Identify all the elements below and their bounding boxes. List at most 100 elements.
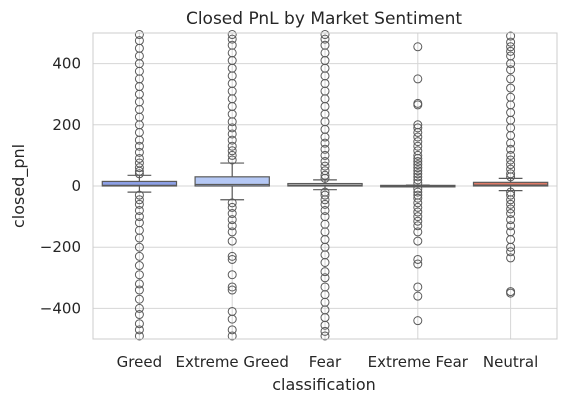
outlier-point	[413, 178, 423, 188]
chart-title: Closed PnL by Market Sentiment	[186, 9, 462, 29]
outlier-point	[227, 123, 237, 133]
outlier-point	[227, 282, 237, 292]
outlier-point	[320, 205, 330, 215]
outlier-point	[227, 227, 237, 237]
x-axis-label: classification	[272, 375, 376, 394]
outlier-point	[134, 153, 144, 163]
x-tick-label: Fear	[309, 353, 342, 371]
outlier-point	[506, 253, 516, 263]
y-tick-label: 0	[71, 177, 81, 195]
outlier-point	[413, 236, 423, 246]
outlier-point	[134, 195, 144, 205]
outlier-point	[227, 202, 237, 212]
outlier-point	[413, 316, 423, 326]
outlier-point	[227, 209, 237, 219]
outlier-point	[506, 46, 516, 56]
outlier-point	[506, 83, 516, 93]
outlier-point	[506, 42, 516, 52]
outlier-point	[413, 42, 423, 52]
x-tick-label: Greed	[117, 353, 162, 371]
outlier-point	[227, 141, 237, 151]
box-group	[472, 31, 549, 298]
outlier-point	[413, 207, 423, 217]
outlier-point	[227, 155, 237, 165]
outlier-point	[134, 325, 144, 335]
outlier-point	[320, 199, 330, 209]
outlier-point	[134, 285, 144, 295]
outlier-point	[413, 254, 423, 264]
outlier-point	[320, 40, 330, 50]
x-tick-label: Extreme Fear	[368, 353, 469, 371]
outlier-point	[413, 282, 423, 292]
outlier-point	[227, 198, 237, 208]
outlier-point	[227, 34, 237, 44]
outlier-point	[413, 132, 423, 142]
outlier-point	[227, 270, 237, 280]
outlier-point	[413, 198, 423, 208]
outlier-point	[227, 135, 237, 145]
outlier-point	[413, 127, 423, 137]
outlier-point	[506, 144, 516, 154]
outlier-point	[413, 166, 423, 176]
outlier-point	[227, 314, 237, 324]
outlier-point	[413, 184, 423, 194]
box-group	[287, 30, 363, 341]
outlier-point	[413, 123, 423, 133]
outlier-point	[134, 242, 144, 252]
y-axis-label: closed_pnl	[9, 144, 29, 228]
outlier-point	[134, 205, 144, 215]
outlier-point	[134, 261, 144, 271]
outlier-point	[134, 319, 144, 329]
outlier-point	[413, 153, 423, 163]
outlier-point	[506, 92, 516, 102]
plot-frame	[92, 32, 558, 340]
outlier-point	[506, 160, 516, 170]
outlier-point	[134, 169, 144, 179]
outlier-point	[506, 37, 516, 47]
outlier-point	[134, 30, 144, 40]
x-tick-label: Extreme Greed	[176, 353, 289, 371]
outlier-point	[320, 30, 330, 40]
outlier-point	[506, 242, 516, 252]
outlier-point	[413, 74, 423, 84]
outlier-point	[227, 150, 237, 160]
outlier-point	[320, 144, 330, 154]
outlier-point	[413, 100, 423, 110]
outlier-point	[320, 195, 330, 205]
outlier-point	[506, 195, 516, 205]
outlier-point	[506, 51, 516, 61]
outlier-point	[506, 288, 516, 298]
outlier-point	[413, 221, 423, 231]
outlier-point	[506, 155, 516, 165]
outlier-point	[320, 326, 330, 336]
outlier-point	[134, 294, 144, 304]
outlier-point	[506, 215, 516, 225]
outlier-point	[320, 157, 330, 167]
outlier-point	[413, 172, 423, 182]
outlier-point	[320, 267, 330, 277]
outlier-point	[227, 146, 237, 156]
outlier-point	[320, 258, 330, 267]
outlier-point	[320, 138, 330, 148]
outlier-point	[227, 325, 237, 335]
outlier-point	[506, 65, 516, 75]
outlier-point	[506, 209, 516, 219]
x-tick-label: Neutral	[483, 353, 538, 371]
outlier-point	[134, 147, 144, 157]
outlier-point	[413, 193, 423, 203]
outlier-point	[413, 169, 423, 179]
outlier-point	[227, 251, 237, 261]
outlier-point	[413, 150, 423, 160]
x-tick-labels: Greed Extreme Greed Fear Extreme Fear Neutra…	[117, 353, 539, 371]
outlier-point	[320, 166, 330, 176]
outlier-point	[320, 190, 330, 200]
y-tick-label: 200	[52, 116, 81, 134]
outlier-point	[320, 331, 330, 341]
box-group	[101, 30, 178, 341]
outlier-point	[134, 233, 144, 243]
outlier-point	[506, 169, 516, 179]
outlier-point	[134, 141, 144, 151]
outlier-point	[227, 254, 237, 264]
outlier-point	[134, 303, 144, 313]
